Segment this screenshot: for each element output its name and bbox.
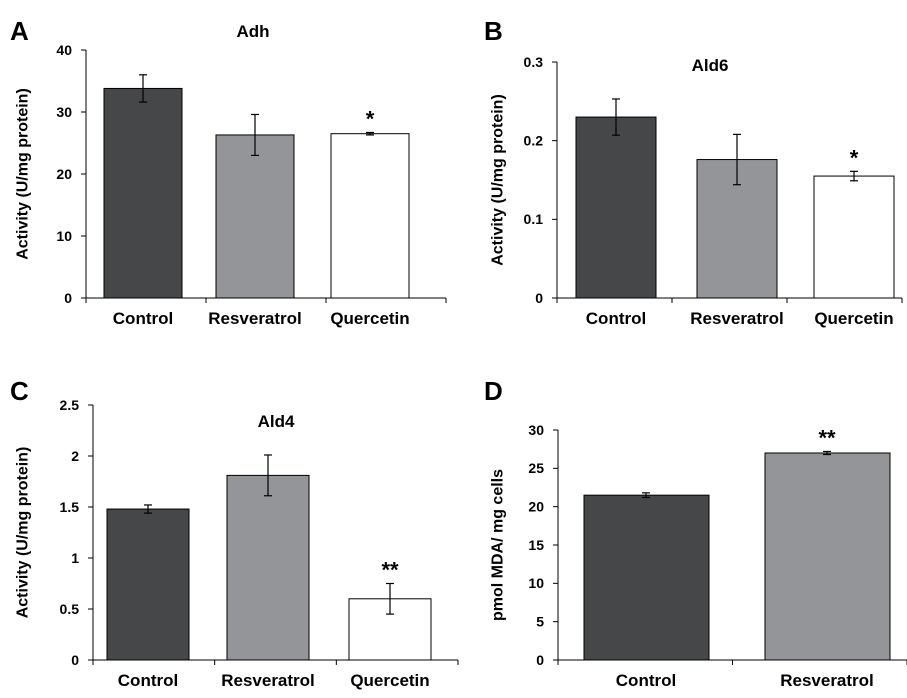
y-tick-label: 30 (528, 422, 544, 438)
y-tick-label: 0 (71, 652, 79, 668)
y-tick-label: 5 (536, 614, 544, 630)
y-axis-label: Activity (U/mg protein) (15, 88, 32, 260)
y-axis-label: Activity (U/mg protein) (15, 447, 32, 619)
y-tick-label: 0.5 (60, 601, 80, 617)
y-tick-label: 15 (528, 537, 544, 553)
y-axis-label: Activity (U/mg protein) (490, 94, 507, 266)
y-tick-label: 10 (528, 575, 544, 591)
panel-letter: D (484, 376, 503, 406)
y-tick-label: 0.3 (524, 54, 544, 70)
significance-marker: * (850, 145, 859, 170)
chart-panel-b: B Ald6 Activity (U/mg protein) 0 0.1 0.2 0.3 Co… (484, 16, 903, 328)
y-tick-label: 1.5 (60, 499, 80, 515)
y-tick-label: 0 (535, 290, 543, 306)
category-label: Quercetin (330, 309, 409, 328)
y-tick-label: 0.1 (524, 211, 544, 227)
significance-marker: ** (818, 425, 836, 450)
y-tick-label: 2.5 (60, 397, 80, 413)
significance-marker: ** (381, 558, 399, 583)
chart-title: Ald6 (692, 56, 729, 75)
y-axis-label: pmol MDA/ mg cells (490, 469, 507, 621)
y-tick-label: 30 (56, 104, 72, 120)
category-label: Resveratrol (221, 671, 315, 690)
bar-control (106, 508, 190, 661)
significance-marker: * (366, 106, 375, 131)
y-tick-label: 2 (71, 448, 79, 464)
y-tick-label: 20 (528, 499, 544, 515)
category-label: Quercetin (814, 309, 893, 328)
category-label: Resveratrol (690, 309, 784, 328)
chart-panel-c: C Ald4 Activity (U/mg protein) 0 0.5 1 1.5 2 2.5… (10, 376, 459, 690)
category-label: Resveratrol (780, 671, 874, 690)
bar-resveratrol (215, 134, 295, 299)
y-tick-label: 25 (528, 460, 544, 476)
panel-letter: B (484, 16, 503, 46)
y-tick-label: 20 (56, 166, 72, 182)
chart-title: Ald4 (258, 412, 295, 431)
chart-panel-a: A Adh Activity (U/mg protein) 0 10 20 30 40 Cont… (10, 16, 447, 328)
y-tick-label: 10 (56, 228, 72, 244)
category-label: Control (118, 671, 178, 690)
y-tick-label: 0.2 (524, 133, 544, 149)
chart-title: Adh (236, 22, 269, 41)
bar-control (575, 116, 657, 299)
y-tick-label: 40 (56, 42, 72, 58)
y-tick-label: 1 (71, 550, 79, 566)
bar-control (583, 494, 710, 661)
bar-control (103, 87, 183, 299)
category-label: Control (616, 671, 676, 690)
bar-resveratrol (226, 474, 310, 661)
bar-quercetin (330, 133, 410, 299)
category-label: Control (586, 309, 646, 328)
panel-letter: C (10, 376, 29, 406)
bar-quercetin (813, 175, 895, 299)
bar-resveratrol (696, 159, 778, 299)
y-tick-label: 0 (64, 290, 72, 306)
category-label: Control (113, 309, 173, 328)
category-label: Quercetin (350, 671, 429, 690)
y-tick-label: 0 (536, 652, 544, 668)
panel-letter: A (10, 16, 29, 46)
bar-resveratrol (764, 452, 891, 661)
category-label: Resveratrol (208, 309, 302, 328)
